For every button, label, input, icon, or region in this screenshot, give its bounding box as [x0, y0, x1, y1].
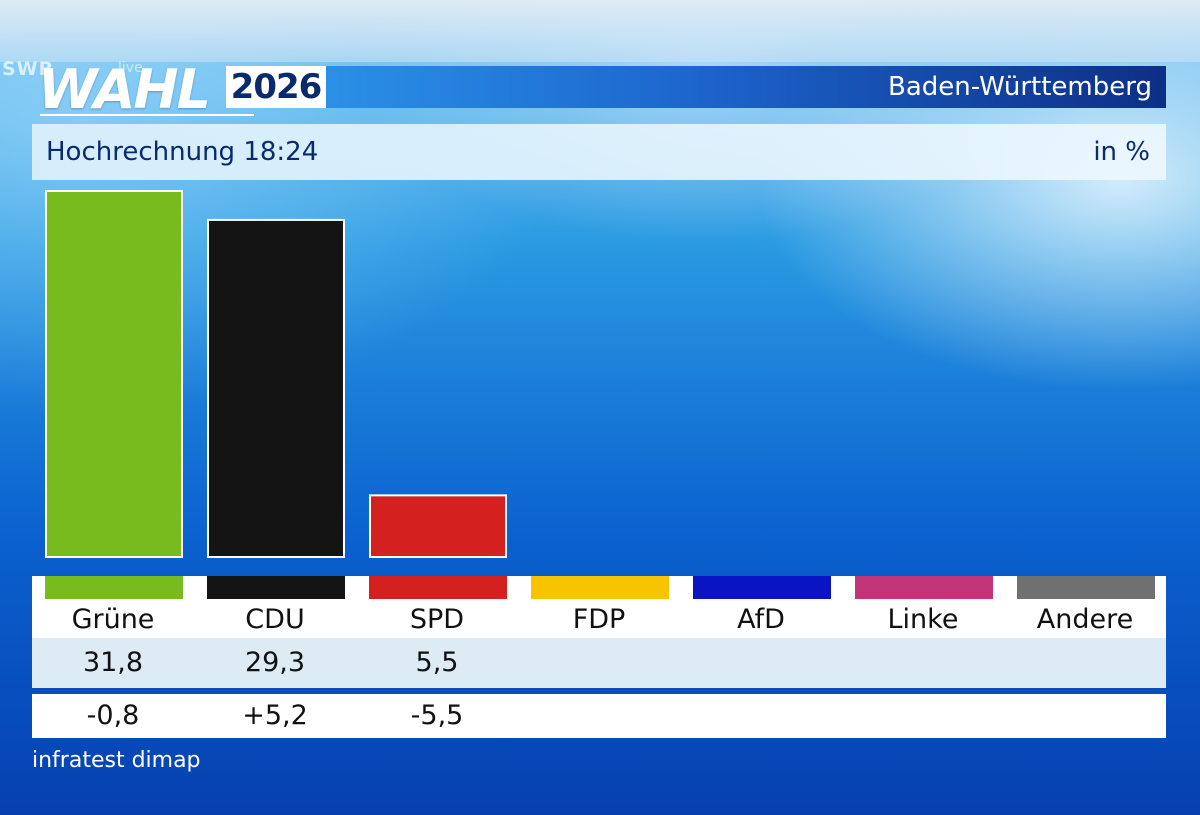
color-swatch-afd: [693, 576, 831, 599]
header-bar: Baden-Württemberg: [326, 66, 1166, 108]
party-name-row: Grüne CDU SPD FDP AfD Linke Andere: [32, 576, 1166, 638]
year-badge: 2026: [226, 66, 326, 108]
logo-underline: [40, 114, 254, 116]
wahl-logo: WAHL: [38, 58, 211, 121]
bar-spd: [369, 494, 507, 559]
color-swatch-andere: [1017, 576, 1155, 599]
value-label-grüne: 31,8: [82, 647, 144, 678]
color-swatch-grüne: [45, 576, 183, 599]
party-label-grüne: Grüne: [71, 604, 155, 635]
subheader-bar: Hochrechnung 18:24 in %: [32, 124, 1166, 180]
change-label-grüne: -0,8: [86, 700, 140, 731]
party-label-linke: Linke: [887, 604, 959, 635]
value-label-cdu: 29,3: [244, 647, 306, 678]
party-label-afd: AfD: [737, 604, 785, 635]
party-label-spd: SPD: [409, 604, 465, 635]
bar-cdu: [207, 218, 345, 558]
change-label-cdu: +5,2: [242, 700, 308, 731]
unit-label: in %: [1093, 137, 1150, 167]
source-label: infratest dimap: [32, 748, 201, 773]
region-title: Baden-Württemberg: [888, 72, 1152, 102]
chart-title: Hochrechnung 18:24: [46, 137, 319, 167]
color-swatch-linke: [855, 576, 993, 599]
top-strip: [0, 0, 1200, 62]
party-label-cdu: CDU: [245, 604, 305, 635]
color-swatch-fdp: [531, 576, 669, 599]
swr-live-watermark: live: [118, 60, 143, 76]
color-swatch-spd: [369, 576, 507, 599]
value-label-spd: 5,5: [415, 647, 459, 678]
change-value-row: -0,8 +5,2 -5,5: [32, 694, 1166, 738]
bar-grüne: [45, 190, 183, 558]
color-swatch-cdu: [207, 576, 345, 599]
party-label-andere: Andere: [1036, 604, 1134, 635]
party-label-fdp: FDP: [572, 604, 626, 635]
result-value-row: 31,8 29,3 5,5: [32, 638, 1166, 688]
swr-watermark: SWR: [2, 58, 55, 80]
change-label-spd: -5,5: [410, 700, 464, 731]
